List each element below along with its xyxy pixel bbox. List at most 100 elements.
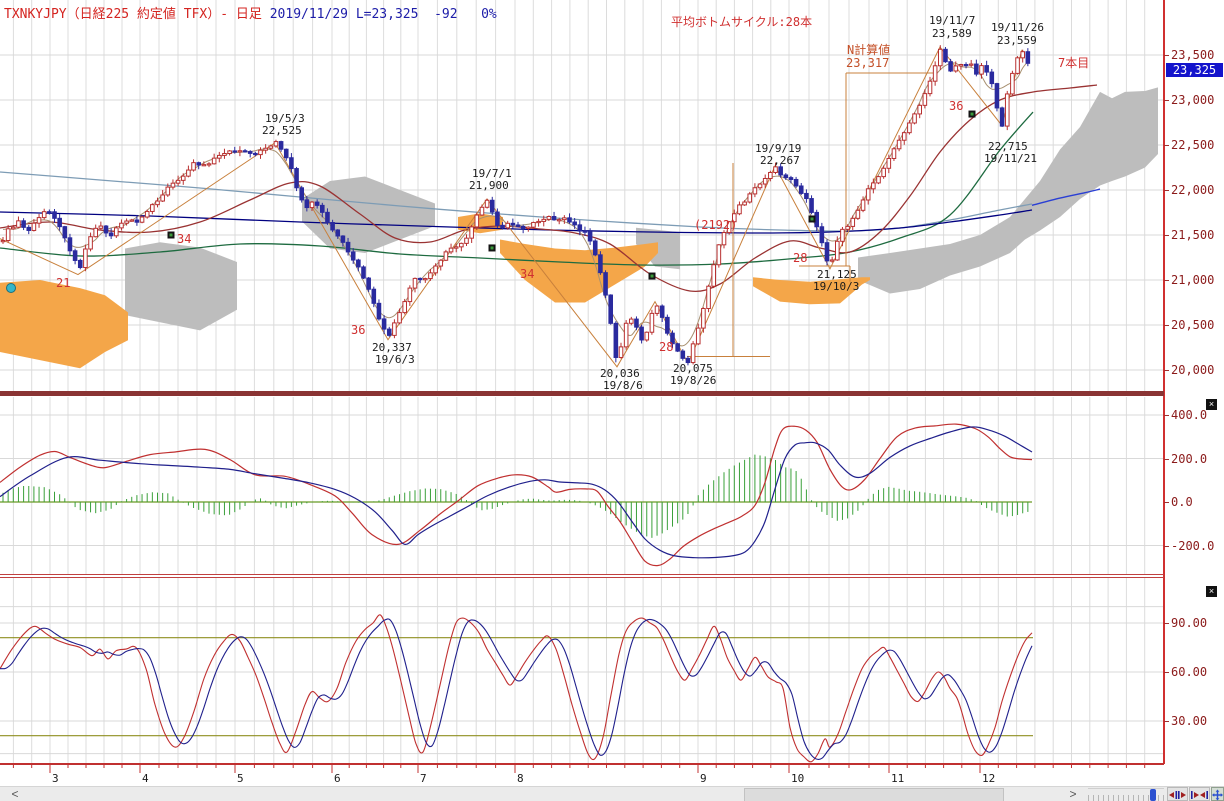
annotation-label: 19/11/21	[984, 152, 1037, 165]
annotation-label: 22,267	[760, 154, 800, 167]
bar-width-slider[interactable]	[1088, 788, 1164, 801]
annotation-label: 28	[659, 340, 673, 354]
stochastic-d-line	[0, 618, 1033, 760]
y-axis-tick	[1164, 671, 1169, 673]
horizontal-scrollbar[interactable]: < >	[0, 786, 1224, 801]
y-axis-tick	[1164, 325, 1169, 326]
y-axis-tick	[1164, 370, 1169, 371]
y-axis-label: 22,000	[1171, 183, 1215, 197]
annotation-label: 19/11/26	[991, 21, 1044, 34]
y-axis-tick	[1164, 235, 1169, 236]
y-axis-label: 21,000	[1171, 273, 1215, 287]
annotation-label: 19/5/3	[265, 112, 305, 125]
stochastic-panel[interactable]	[0, 577, 1164, 763]
annotation-label: 20,075	[673, 362, 713, 375]
annotation-label: 34	[177, 232, 191, 246]
y-axis-label: 0.0	[1171, 495, 1193, 509]
annotation-label: 21	[56, 276, 70, 290]
month-label: 10	[791, 772, 804, 785]
chart-last: L=23,325	[355, 7, 419, 22]
chart-change-pct: 0%	[481, 7, 497, 22]
y-axis-tick	[1164, 415, 1169, 416]
gridlines	[0, 578, 1164, 763]
y-axis-label: 30.00	[1171, 713, 1208, 728]
gridlines	[0, 0, 1164, 391]
arrows-outward-icon	[1191, 791, 1208, 799]
oscillator-panel[interactable]	[0, 396, 1164, 575]
month-label: 7	[420, 772, 427, 785]
candlesticks	[0, 45, 1031, 366]
month-label: 3	[52, 772, 59, 785]
chevron-left-icon[interactable]: <	[11, 787, 19, 801]
pan-mode-button[interactable]	[1211, 787, 1224, 801]
y-axis-tick	[1164, 100, 1169, 101]
expand-bars-button[interactable]	[1189, 787, 1210, 801]
panel-separator	[0, 763, 1164, 765]
moving-averages	[0, 84, 1101, 293]
y-axis-tick	[1164, 458, 1169, 460]
chevron-right-icon[interactable]: >	[1069, 787, 1077, 801]
chart-date: 2019/11/29	[269, 7, 348, 22]
y-axis-tick	[1164, 502, 1169, 503]
annotation-label: 23,317	[846, 56, 889, 70]
month-label: 8	[517, 772, 524, 785]
signal-markers	[6, 110, 976, 294]
scrollbar-thumb[interactable]	[744, 788, 1004, 801]
annotation-label: 20,337	[372, 341, 412, 354]
annotation-label: 22,525	[262, 124, 302, 137]
annotation-label: 7本目	[1058, 56, 1089, 70]
y-axis-tick	[1164, 190, 1169, 191]
annotation-label: 20,036	[600, 367, 640, 380]
y-axis-label: 60.00	[1171, 664, 1208, 679]
month-label: 12	[982, 772, 995, 785]
annotation-label: 19/11/7	[929, 14, 975, 27]
y-axis-label: 400.0	[1171, 408, 1208, 422]
annotation-label: (2192)	[694, 218, 737, 232]
y-axis-label: 23,500	[1171, 48, 1215, 62]
annotation-label: 28	[793, 251, 807, 265]
y-axis-label: 20,500	[1171, 318, 1215, 332]
y-axis-tick	[1164, 55, 1169, 56]
chart-symbol-title: TXNKYJPY（日経225 約定値 TFX）- 日足	[4, 7, 262, 22]
annotation-label: 19/8/6	[603, 379, 643, 392]
compress-bars-button[interactable]	[1167, 787, 1188, 801]
y-axis-label: 22,500	[1171, 138, 1215, 152]
y-axis-label: 21,500	[1171, 228, 1215, 242]
month-label: 4	[142, 772, 149, 785]
annotation-label: 19/8/26	[670, 374, 716, 387]
y-axis-tick	[1164, 280, 1169, 281]
month-label: 11	[891, 772, 904, 785]
bar-width-slider-thumb[interactable]	[1150, 789, 1156, 801]
chart-change: -92	[434, 7, 458, 22]
y-axis-label: 90.00	[1171, 616, 1208, 630]
annotation-label: 平均ボトムサイクル:28本	[671, 15, 812, 29]
month-label: 9	[700, 772, 707, 785]
month-label: 6	[334, 772, 341, 785]
annotation-label: N計算値	[847, 42, 890, 57]
annotation-label: 23,589	[932, 27, 972, 40]
y-axis-label: 200.0	[1171, 451, 1208, 466]
y-axis-tick	[1164, 145, 1169, 146]
close-oscillator-panel-button[interactable]: ×	[1206, 399, 1217, 410]
price-axis-line	[1163, 0, 1165, 764]
macd-histogram	[2, 454, 1029, 538]
annotation-label: 22,715	[988, 140, 1028, 153]
y-axis-tick	[1164, 720, 1169, 722]
y-axis-label: 23,000	[1171, 93, 1215, 107]
y-axis-label: 20,000	[1171, 363, 1215, 377]
annotation-label: 19/10/3	[813, 280, 859, 293]
y-axis-tick	[1164, 545, 1169, 547]
annotation-label: 36	[949, 99, 963, 113]
macd-fast-line	[0, 423, 1033, 567]
last-price-tag: 23,325	[1166, 63, 1223, 77]
y-axis-tick	[1164, 623, 1169, 624]
close-stochastic-panel-button[interactable]: ×	[1206, 586, 1217, 597]
panel-separator	[0, 574, 1164, 575]
month-label: 5	[237, 772, 244, 785]
time-axis: 3 4 5 6 7 8 9 10 11 12	[0, 763, 1164, 785]
annotation-label: 23,559	[997, 34, 1037, 47]
cycle-measure-lines	[687, 72, 935, 357]
